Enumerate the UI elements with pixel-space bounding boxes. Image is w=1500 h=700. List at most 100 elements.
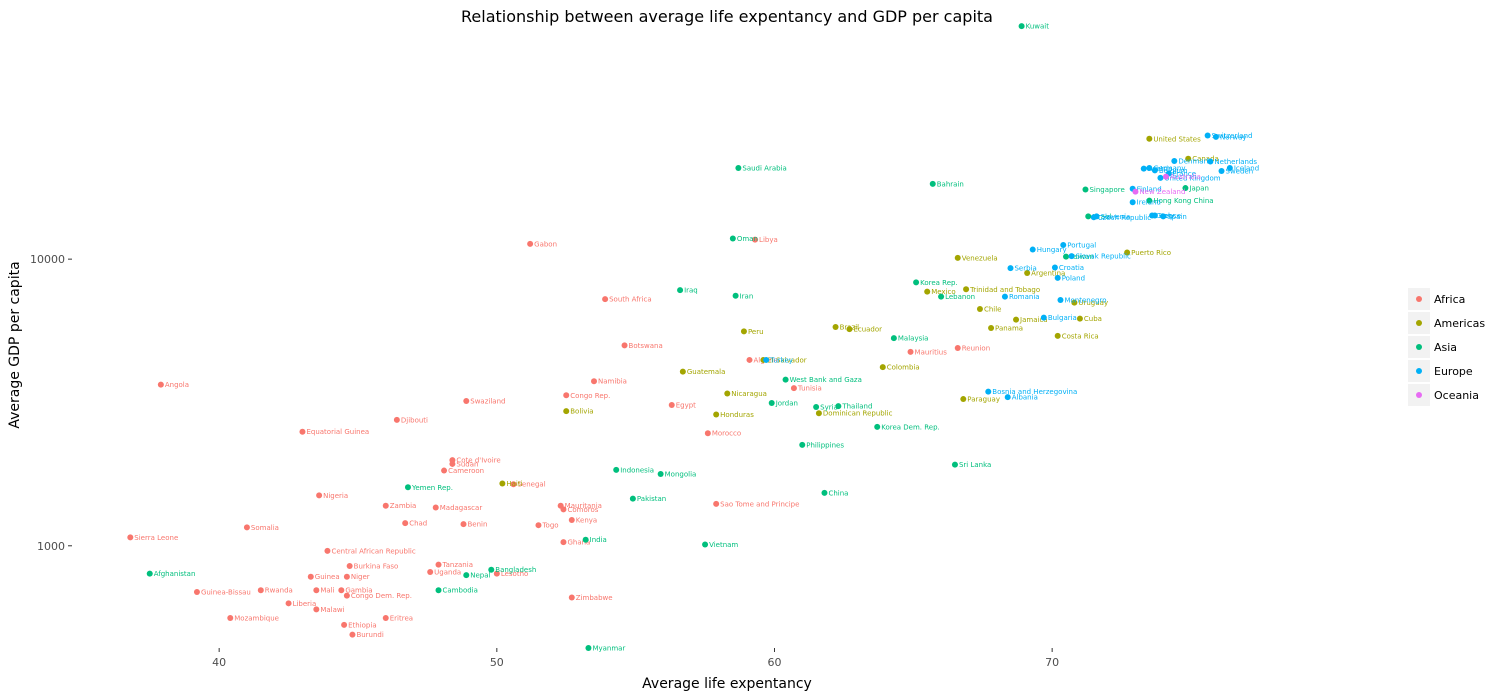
data-point (313, 606, 320, 613)
data-point (1146, 197, 1153, 204)
point-label: Costa Rica (1062, 332, 1099, 340)
data-point (535, 522, 542, 529)
point-label: Ghana (567, 539, 590, 547)
point-label: Lebanon (945, 293, 975, 301)
point-label: Cameroon (448, 467, 484, 475)
chart-title: Relationship between average life expent… (461, 7, 993, 26)
point-label: Namibia (598, 378, 627, 386)
point-label: France (1173, 170, 1196, 178)
data-point (602, 296, 609, 303)
point-label: Australia (1170, 173, 1201, 181)
data-point (568, 594, 575, 601)
data-point (1040, 314, 1047, 321)
data-point (657, 471, 664, 478)
point-label: Burkina Faso (354, 563, 399, 571)
point-label: Bulgaria (1048, 314, 1077, 322)
point-label: Croatia (1059, 264, 1084, 272)
data-point (402, 520, 409, 527)
data-point (591, 378, 598, 385)
data-point (1004, 394, 1011, 401)
point-label: United Kingdom (1164, 174, 1220, 182)
point-label: Niger (351, 573, 370, 581)
legend-marker (1416, 344, 1422, 350)
point-label: Kenya (576, 517, 597, 525)
x-axis: 40 50 60 70 (212, 648, 1059, 669)
point-label: Dominican Republic (823, 410, 893, 418)
point-label: Bangladesh (495, 566, 536, 574)
point-label: India (590, 536, 607, 544)
data-point (1207, 158, 1214, 165)
data-point (890, 335, 897, 342)
point-label: Ireland (1137, 199, 1161, 207)
legend-marker (1416, 296, 1422, 302)
point-label: Austria (1148, 165, 1173, 173)
data-point (702, 541, 709, 548)
point-label: Egypt (676, 401, 696, 409)
data-point (560, 539, 567, 546)
data-point (954, 344, 961, 351)
point-label: Portugal (1067, 242, 1096, 250)
point-label: Bolivia (570, 408, 593, 416)
point-label: Senegal (517, 481, 545, 489)
point-label: Botswana (629, 342, 663, 350)
point-label: Eritrea (390, 614, 413, 622)
data-point (832, 323, 839, 330)
point-label: China (828, 489, 848, 497)
point-label: Bahrain (937, 180, 964, 188)
data-point (679, 368, 686, 375)
data-point (713, 500, 720, 507)
x-tick-label: 70 (1045, 656, 1059, 669)
point-label: Myanmar (592, 645, 625, 653)
point-label: Oman (737, 235, 758, 243)
data-point (449, 460, 456, 467)
data-point (568, 517, 575, 524)
data-point (621, 342, 628, 349)
data-point (790, 385, 797, 392)
point-label: Gambia (345, 587, 372, 595)
data-point (1068, 253, 1075, 260)
data-point (835, 403, 842, 410)
point-label: Guinea (315, 573, 340, 581)
point-label: Central African Republic (331, 547, 415, 555)
data-point (963, 286, 970, 293)
data-point (713, 411, 720, 418)
point-label: Indonesia (620, 466, 654, 474)
data-point (782, 376, 789, 383)
data-point (1129, 199, 1136, 206)
point-label: Korea Dem. Rep. (881, 423, 940, 431)
data-point (874, 423, 881, 430)
data-point (704, 430, 711, 437)
point-label: Rwanda (265, 587, 293, 595)
data-point (951, 461, 958, 468)
point-label: Albania (1012, 394, 1038, 402)
data-point (343, 592, 350, 599)
data-point (1124, 249, 1131, 256)
point-label: Libya (759, 236, 778, 244)
data-point (938, 293, 945, 300)
point-label: Togo (541, 522, 558, 530)
data-point (343, 573, 350, 580)
legend-marker (1416, 320, 1422, 326)
data-point (435, 587, 442, 594)
data-point (1204, 132, 1211, 139)
point-label: West Bank and Gaza (790, 376, 862, 384)
data-point (427, 569, 434, 576)
point-label: Korea Rep. (920, 279, 958, 287)
data-point (813, 403, 820, 410)
point-label: Netherlands (1214, 158, 1257, 166)
point-label: Angola (165, 381, 189, 389)
point-label: Philippines (806, 441, 844, 449)
data-point (1212, 133, 1219, 140)
point-label: Equatorial Guinea (306, 428, 369, 436)
point-label: Zimbabwe (576, 594, 613, 602)
data-point (879, 364, 886, 371)
point-label: Panama (995, 325, 1023, 333)
data-point (929, 180, 936, 187)
data-point (913, 279, 920, 286)
data-point (1007, 265, 1014, 272)
data-point (1029, 246, 1036, 253)
data-point (404, 484, 411, 491)
data-point (1151, 167, 1158, 174)
data-point (157, 381, 164, 388)
data-point (1146, 164, 1153, 171)
